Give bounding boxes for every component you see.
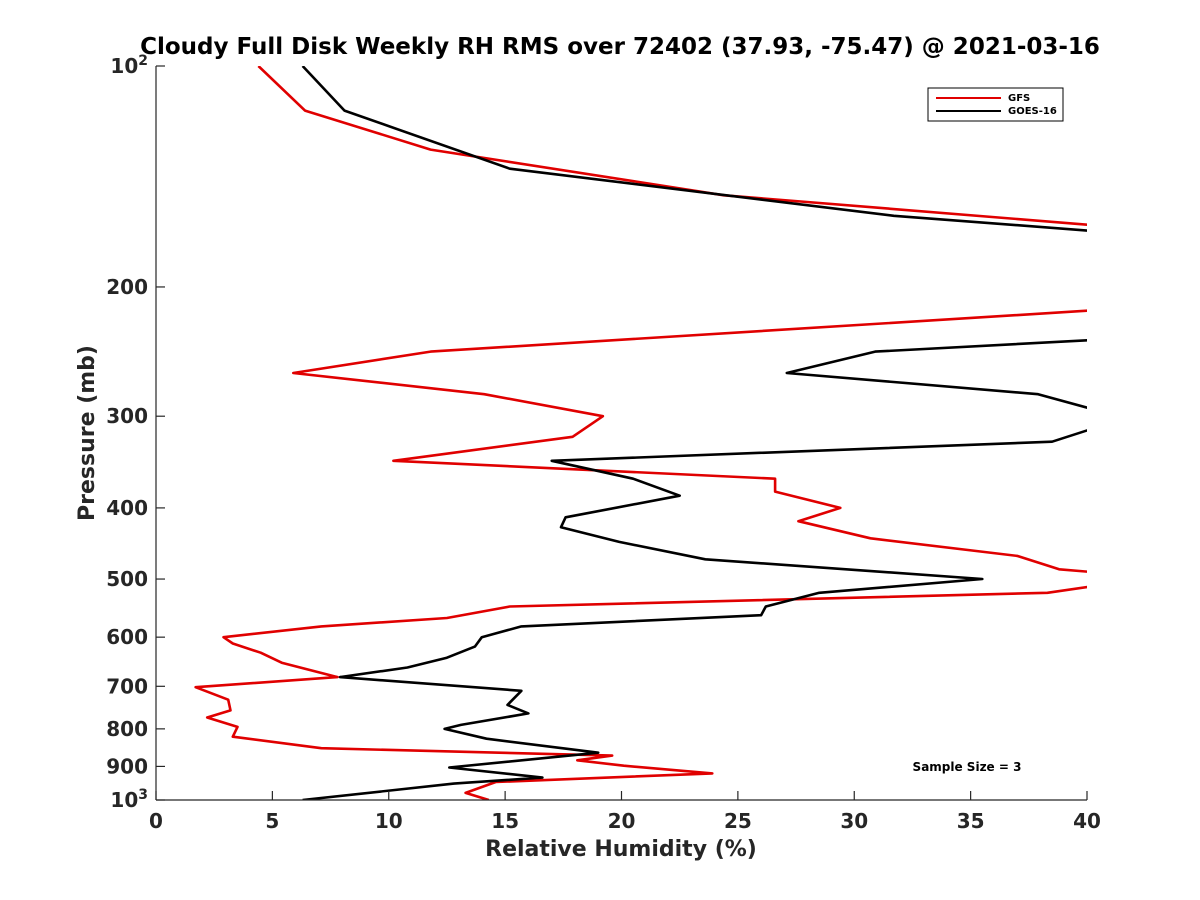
series-line-gfs [194,66,1087,800]
y-tick-label: 800 [106,717,148,741]
legend-label-goes16: GOES-16 [1008,106,1057,117]
x-tick-label: 5 [265,809,279,833]
x-axis-label: Relative Humidity (%) [485,837,757,862]
series-layer [194,66,1087,800]
y-tick-label: 600 [106,625,148,649]
x-tick-label: 25 [724,809,752,833]
legend: GFS GOES-16 [927,87,1064,122]
y-tick-label: 300 [106,404,148,428]
y-tick-label: 400 [106,496,148,520]
chart-title: Cloudy Full Disk Weekly RH RMS over 7240… [140,34,1100,60]
plot-area: 0 5 10 15 20 25 30 35 40 10220030040050060070080… [106,53,1101,833]
x-tick-label: 10 [375,809,403,833]
legend-label-gfs: GFS [1008,93,1030,104]
x-tick-label: 35 [957,809,985,833]
y-axis-label: Pressure (mb) [75,345,100,521]
y-tick-label: 900 [106,754,148,778]
x-tick-label: 0 [149,809,163,833]
y-tick-label: 500 [106,567,148,591]
x-tick-label: 20 [608,809,636,833]
x-tick-label: 30 [840,809,868,833]
y-tick-label: 200 [106,275,148,299]
axes-background [156,66,1087,800]
x-ticks: 0 5 10 15 20 25 30 35 40 [149,791,1101,833]
legend-box [927,87,1064,122]
sample-size-annotation: Sample Size = 3 [913,760,1022,774]
y-tick-label: 700 [106,674,148,698]
x-tick-label: 40 [1073,809,1101,833]
series-line-goes16 [301,66,1087,800]
x-tick-label: 15 [491,809,519,833]
